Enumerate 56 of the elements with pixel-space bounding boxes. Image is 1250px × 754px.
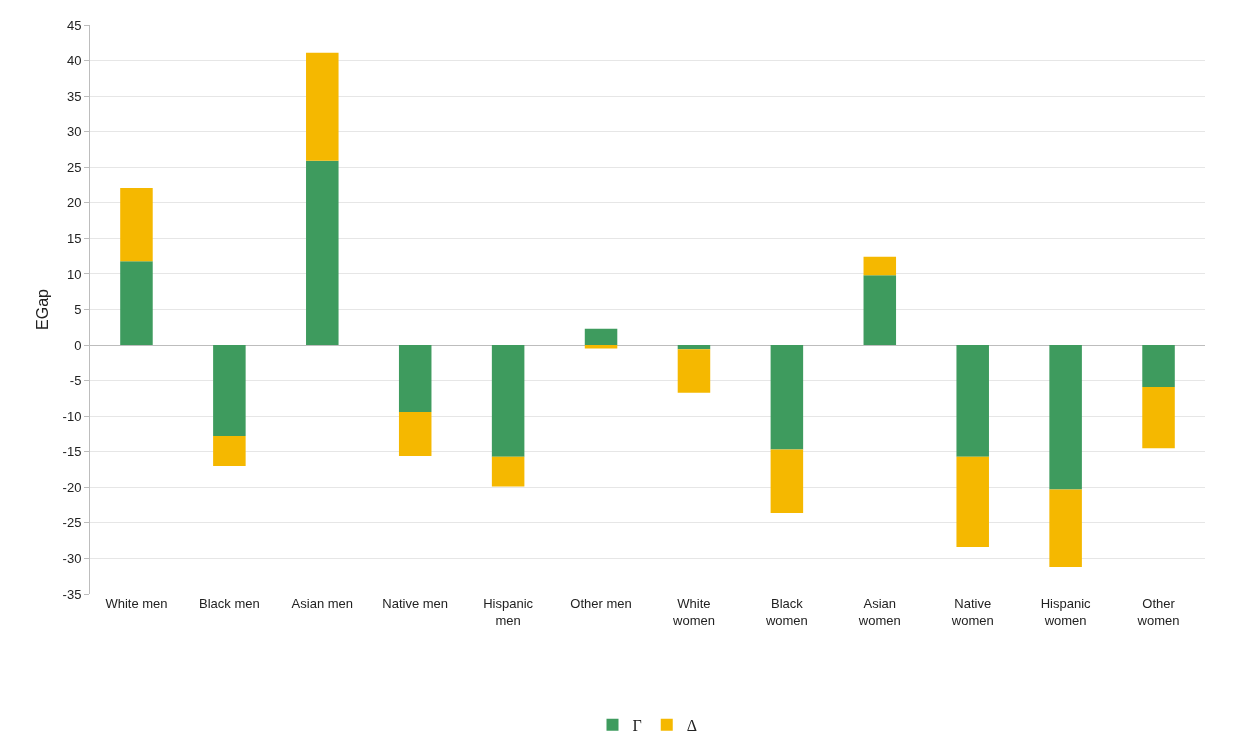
bar [398, 345, 432, 412]
legend-label: Γ [632, 716, 642, 734]
x-tick-label: Black women [764, 596, 808, 628]
y-tick-label: 25 [66, 159, 82, 175]
y-tick-label: -15 [62, 444, 82, 460]
y-tick-label: 10 [66, 266, 82, 282]
bar [584, 345, 618, 349]
y-tick-label: -25 [62, 515, 82, 531]
bar [956, 456, 989, 548]
bar [677, 349, 711, 393]
x-tick-label: Native men [382, 596, 449, 611]
bar [306, 160, 339, 346]
x-tick-label: Native women [950, 596, 994, 628]
x-tick-label: Asian women [857, 596, 901, 628]
y-tick-label: 45 [66, 17, 82, 33]
y-tick-label: 40 [66, 53, 82, 69]
y-tick-label: 5 [74, 302, 82, 318]
x-tick-label: White men [105, 596, 168, 611]
y-tick-label: -30 [62, 550, 82, 566]
bar [213, 436, 246, 466]
bar [120, 187, 153, 262]
y-axis-title: EGap [34, 288, 51, 330]
bar [677, 345, 711, 350]
y-tick-label: -20 [62, 479, 82, 495]
x-tick-label: Black men [199, 596, 260, 611]
bar [1142, 387, 1175, 449]
bar [491, 456, 525, 487]
bar [491, 345, 525, 457]
bar [213, 345, 246, 437]
bar [863, 275, 897, 346]
x-tick-label: Other women [1136, 596, 1180, 628]
x-tick-label: Hispanic men [483, 596, 534, 628]
y-tick-label: 15 [66, 230, 82, 246]
y-tick-label: 35 [66, 88, 82, 104]
x-tick-label: Other men [570, 596, 632, 611]
y-tick-label: -5 [69, 373, 82, 389]
x-tick-label: Hispanic women [1040, 596, 1092, 628]
y-tick-label: 0 [74, 337, 82, 353]
x-tick-label: White women [672, 596, 715, 628]
y-tick-label: 30 [66, 124, 82, 140]
bar [306, 52, 339, 161]
x-tick-label: Asian men [291, 596, 353, 611]
y-tick-label: -10 [62, 408, 82, 424]
y-tick-label: 20 [66, 195, 82, 211]
bar [863, 256, 897, 276]
legend-label: Δ [686, 716, 698, 734]
bar [770, 449, 804, 513]
bar [1049, 489, 1082, 567]
bar [1049, 345, 1082, 490]
bar [770, 345, 804, 450]
bar [120, 261, 153, 346]
bar [584, 328, 618, 346]
bar [1142, 345, 1175, 388]
bar [398, 411, 432, 457]
bar [956, 345, 989, 457]
y-tick-label: -35 [62, 586, 82, 602]
